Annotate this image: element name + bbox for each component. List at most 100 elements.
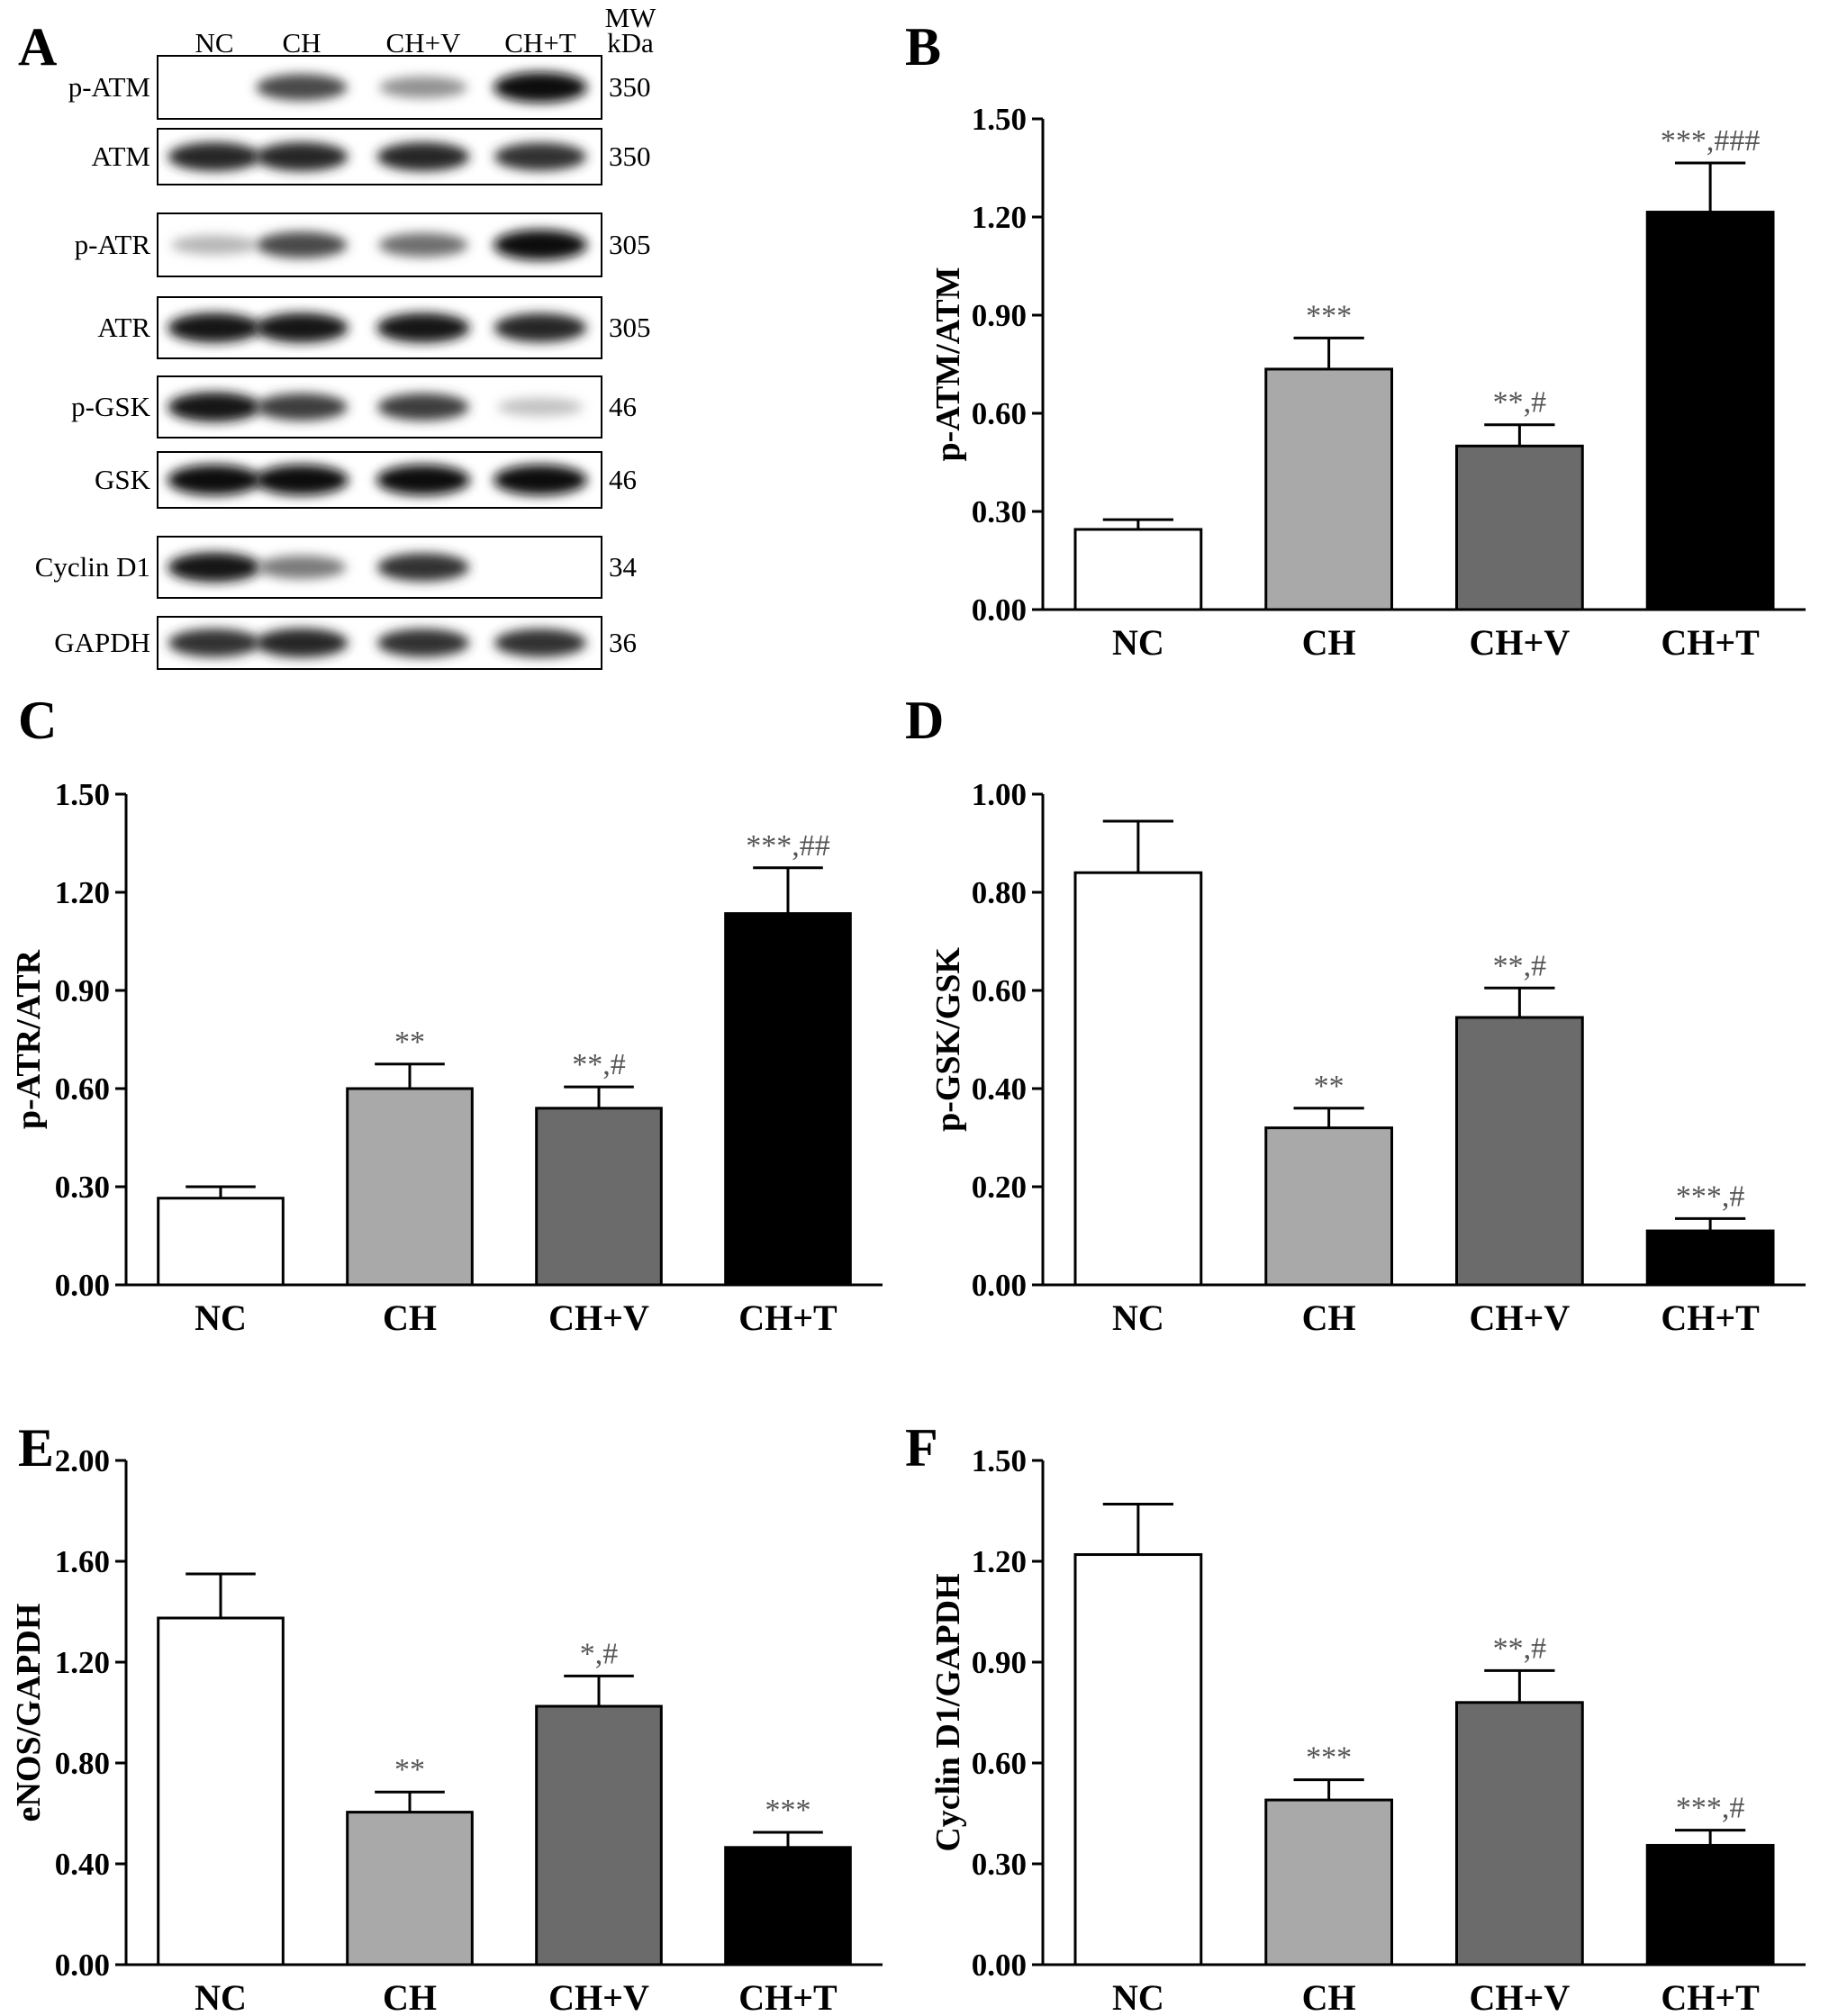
x-tick-label: CH+V	[1470, 1977, 1571, 2016]
panel-a-western-blot: A NC CH CH+V CH+T MW kDa p-ATM 350 ATM 350 p-ATR 30…	[0, 0, 684, 702]
y-tick-label: 1.60	[55, 1544, 110, 1579]
y-tick-label: 0.00	[55, 1268, 110, 1303]
blot-band	[497, 397, 584, 417]
bar	[1454, 1701, 1584, 1966]
blot-row-p-gsk: p-GSK 46	[71, 375, 637, 438]
blot-band	[256, 231, 348, 258]
blot-band	[256, 74, 348, 101]
y-tick-label: 1.20	[55, 875, 110, 910]
panel-letter-c: C	[18, 691, 58, 750]
bar	[346, 1811, 474, 1966]
panel-f-chart: F 0.00 0.30 0.60 0.90 1.20 1.50 Cyclin D1/GAPD…	[905, 1351, 1829, 2016]
lane-header-nc: NC	[195, 27, 233, 59]
blot-row-mw: 305	[609, 312, 651, 343]
significance-label: ***,#	[1676, 1792, 1745, 1825]
bar-group-nc: NC	[1073, 1503, 1203, 2016]
panel-letter-e: E	[18, 1418, 55, 1478]
bar-group-ch: CH ***	[1264, 1741, 1394, 2016]
y-tick-label: 0.90	[972, 1645, 1027, 1680]
blot-row-atm: ATM 350	[92, 128, 651, 185]
blot-row-gapdh: GAPDH 36	[54, 616, 637, 670]
blot-band	[256, 393, 348, 421]
blot-row-label: ATM	[92, 140, 150, 172]
x-tick-label: CH+V	[1470, 1297, 1571, 1338]
bar-group-ch-t: CH+T ***,#	[1645, 1792, 1775, 2016]
y-tick-label: 1.20	[55, 1645, 110, 1680]
panel-letter-b: B	[905, 17, 942, 77]
x-tick-label: NC	[1112, 622, 1164, 663]
blot-band	[168, 628, 261, 657]
significance-label: **	[394, 1026, 425, 1059]
blot-row-mw: 305	[609, 229, 651, 260]
y-tick-label: 0.40	[972, 1071, 1027, 1107]
y-tick-label: 0.20	[972, 1170, 1027, 1205]
x-tick-label: NC	[195, 1977, 247, 2016]
y-axis-label: p-GSK/GSK	[929, 947, 967, 1132]
bar-group-nc: NC	[1073, 518, 1203, 663]
bar	[1645, 1229, 1775, 1287]
y-tick-label: 0.30	[972, 494, 1027, 529]
blot-band	[493, 72, 587, 103]
y-tick-label: 0.00	[972, 1948, 1027, 1983]
bar-group-ch-t: CH+T ***,#	[1645, 1180, 1775, 1338]
x-tick-label: CH+T	[738, 1297, 838, 1338]
x-tick-label: CH	[383, 1297, 437, 1338]
bar	[535, 1107, 663, 1287]
bar-group-ch-t: CH+T ***	[724, 1794, 852, 2016]
significance-label: ***,###	[1661, 124, 1761, 158]
bar-group-ch: CH **	[1264, 1070, 1394, 1338]
y-tick-label: 1.00	[972, 777, 1027, 812]
significance-label: **,#	[1493, 386, 1547, 420]
blot-row-label: Cyclin D1	[35, 551, 150, 583]
significance-label: ***	[1306, 1741, 1352, 1775]
significance-label: ***,#	[1676, 1180, 1745, 1213]
blot-band	[255, 628, 349, 658]
bar	[1645, 1843, 1775, 1966]
panel-d-chart: D 0.00 0.20 0.40 0.60 0.80 1.00 p-GSK/GSK NC CH *…	[905, 675, 1829, 1360]
y-tick-label: 0.00	[972, 592, 1027, 628]
y-tick-label: 0.30	[972, 1847, 1027, 1882]
y-tick-label: 0.60	[55, 1071, 110, 1107]
blot-row-mw: 46	[609, 464, 637, 495]
blot-row-label: p-ATR	[75, 229, 151, 260]
enos-gapdh-bar-chart: 0.00 0.40 0.80 1.20 1.60 2.00 eNOS/GAPDH NC CH **…	[10, 1443, 883, 2016]
x-tick-label: CH	[383, 1977, 437, 2016]
blot-row-mw: 46	[609, 391, 637, 422]
x-tick-label: CH	[1302, 1977, 1356, 2016]
panel-e-chart: E 0.00 0.40 0.80 1.20 1.60 2.00 eNOS/GAPDH NC CH…	[0, 1351, 910, 2016]
blot-band	[376, 141, 470, 172]
panel-letter-a: A	[18, 17, 58, 77]
blot-row-p-atm: p-ATM 350	[68, 55, 651, 120]
y-axis-label: p-ATR/ATR	[10, 949, 48, 1129]
y-axis-label: eNOS/GAPDH	[10, 1604, 48, 1822]
y-tick-label: 1.50	[55, 777, 110, 812]
x-tick-label: CH	[1302, 622, 1356, 663]
x-tick-label: CH	[1302, 1297, 1356, 1338]
blot-band	[255, 312, 349, 343]
bar	[1264, 1798, 1394, 1966]
bar-group-ch-t: CH+T ***,###	[1645, 124, 1775, 663]
blot-row-label: GSK	[95, 464, 151, 495]
x-tick-label: CH+T	[1661, 1977, 1760, 2016]
bar	[1073, 528, 1203, 611]
blot-band	[168, 465, 261, 495]
bar-group-nc: NC	[157, 1572, 285, 2016]
bar-group-ch: CH **	[346, 1026, 474, 1338]
bar	[1645, 211, 1775, 611]
blot-band	[379, 76, 467, 99]
y-tick-label: 0.90	[55, 973, 110, 1008]
bar-group-ch-v: CH+V *,#	[535, 1637, 663, 2016]
significance-label: **,#	[572, 1048, 626, 1081]
significance-label: **,#	[1493, 949, 1547, 982]
x-tick-label: CH+V	[1470, 622, 1571, 663]
y-tick-label: 1.20	[972, 1544, 1027, 1579]
lane-header-ch-v: CH+V	[386, 27, 462, 59]
y-tick-label: 0.60	[972, 396, 1027, 431]
y-tick-label: 1.50	[972, 102, 1027, 137]
mw-header: MW	[605, 2, 657, 33]
blot-row-label: p-ATM	[68, 71, 150, 103]
kda-header: kDa	[607, 27, 654, 59]
x-tick-label: CH+V	[548, 1977, 649, 2016]
